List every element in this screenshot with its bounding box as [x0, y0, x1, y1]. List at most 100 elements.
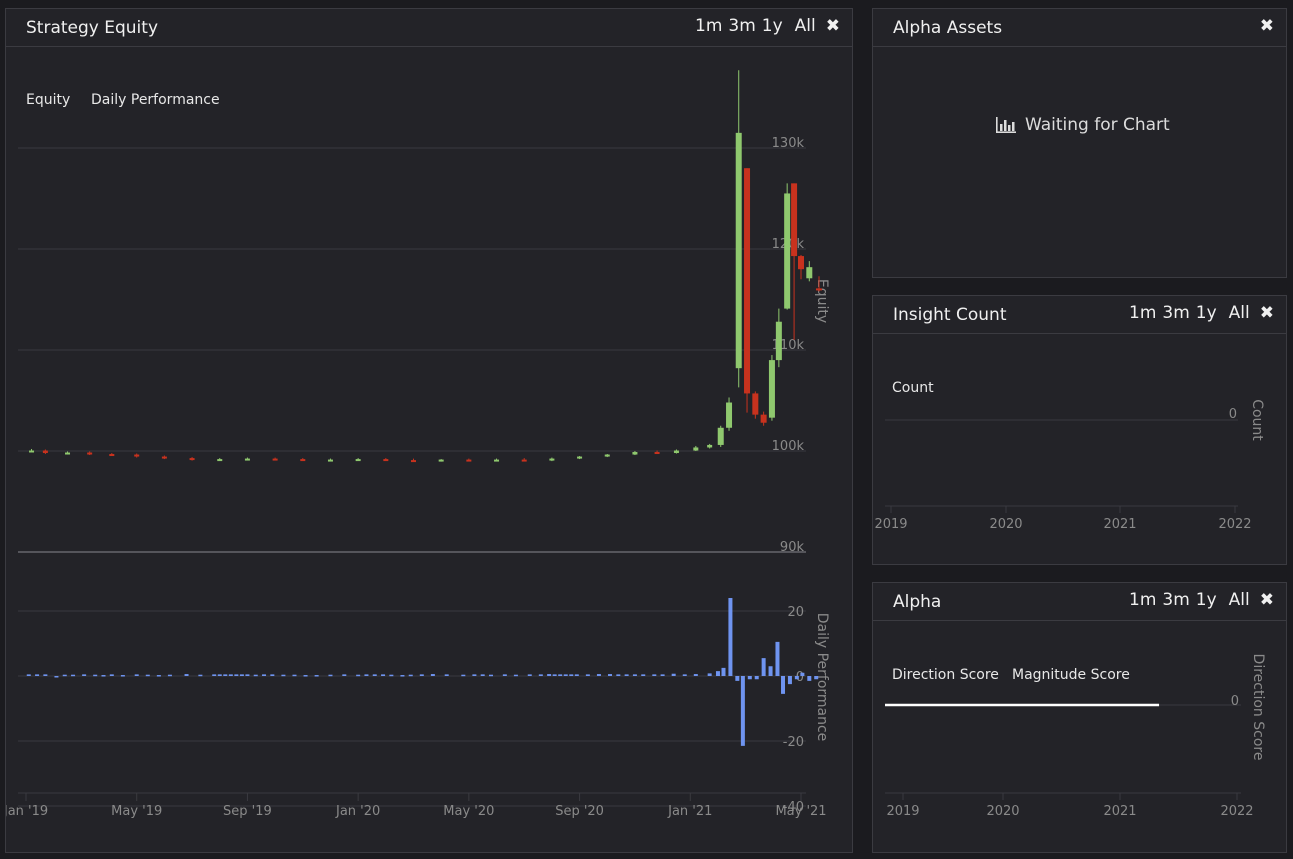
range-selector: 1m 3m 1y All ✖ [1123, 590, 1274, 610]
x-tick-label: 2021 [1103, 804, 1136, 819]
candle [134, 454, 140, 457]
performance-bar [120, 675, 125, 677]
legend-direction-score: Direction Score [892, 667, 999, 683]
candle [109, 454, 115, 457]
performance-bar [381, 674, 386, 676]
performance-bar [372, 674, 377, 676]
range-3m-button[interactable]: 3m [1162, 590, 1190, 610]
close-icon[interactable]: ✖ [825, 16, 840, 36]
range-3m-button[interactable]: 3m [1162, 303, 1190, 323]
performance-tick-label: -40 [783, 800, 804, 815]
performance-bar [239, 674, 244, 676]
performance-bar [569, 674, 574, 676]
insight-count-chart: Count 0 Count 2019 2020 2021 2022 [874, 380, 1265, 532]
range-1m-button[interactable]: 1m [1129, 303, 1157, 323]
performance-bar [43, 674, 48, 676]
strategy-equity-panel: Strategy Equity 1m 3m 1y All ✖ Equity Dai… [5, 8, 853, 853]
performance-bar [787, 676, 792, 685]
close-icon[interactable]: ✖ [1259, 16, 1274, 36]
range-1m-button[interactable]: 1m [1129, 590, 1157, 610]
alpha-panel: Alpha 1m 3m 1y All ✖ Direction Score Magn… [872, 582, 1287, 853]
bar-chart-icon [995, 116, 1017, 134]
candle [549, 458, 555, 461]
performance-bar [223, 674, 228, 676]
range-all-button[interactable]: All [794, 16, 816, 36]
candle [798, 256, 804, 270]
candle [65, 452, 71, 455]
panel-header: Strategy Equity 1m 3m 1y All ✖ [6, 9, 852, 47]
performance-bar [419, 674, 424, 676]
performance-bar [314, 675, 319, 677]
performance-bar [794, 676, 799, 680]
range-all-button[interactable]: All [1228, 303, 1250, 323]
candle [87, 452, 93, 455]
performance-bar [356, 674, 361, 677]
candle [752, 393, 759, 415]
performance-bar [109, 674, 114, 676]
range-selector: 1m 3m 1y All ✖ [689, 16, 840, 36]
performance-bar [747, 676, 752, 680]
range-1y-button[interactable]: 1y [1195, 590, 1217, 610]
range-all-button[interactable]: All [1228, 590, 1250, 610]
performance-bar [538, 674, 543, 676]
performance-bar [814, 676, 819, 680]
x-tick-label: Jan '19 [6, 804, 48, 819]
performance-bar [800, 672, 805, 676]
candle [42, 450, 48, 454]
performance-bar [552, 674, 557, 676]
candle [760, 414, 767, 423]
performance-bar [641, 674, 646, 676]
candle [327, 459, 333, 462]
panel-title: Alpha Assets [893, 18, 1003, 38]
performance-bar [682, 674, 687, 676]
performance-bar [768, 666, 773, 676]
candle [717, 427, 724, 445]
performance-bar [328, 674, 333, 677]
range-3m-button[interactable]: 3m [728, 16, 756, 36]
performance-bar [461, 674, 466, 677]
candle [355, 459, 361, 462]
x-tick-label: May '21 [775, 804, 826, 819]
panel-header: Insight Count 1m 3m 1y All ✖ [873, 296, 1286, 334]
performance-bar [728, 598, 733, 676]
candle [300, 459, 306, 462]
range-1y-button[interactable]: 1y [1195, 303, 1217, 323]
performance-bar [234, 674, 239, 676]
performance-bar [262, 674, 267, 676]
performance-bar [480, 674, 485, 676]
panel-title: Strategy Equity [26, 18, 158, 38]
close-icon[interactable]: ✖ [1259, 590, 1274, 610]
candle [189, 458, 195, 461]
performance-bar [156, 675, 161, 677]
candle [29, 450, 35, 453]
performance-bar [652, 674, 657, 676]
alpha-chart: Direction Score Magnitude Score 0 Direction… [885, 654, 1266, 819]
candle [272, 458, 278, 461]
performance-tick-label: 0 [796, 670, 804, 685]
performance-bar [608, 674, 613, 676]
panel-header: Alpha 1m 3m 1y All ✖ [873, 583, 1286, 621]
performance-bar [472, 674, 477, 676]
x-tick-label: Sep '19 [223, 804, 272, 819]
range-1m-button[interactable]: 1m [695, 16, 723, 36]
candle [693, 447, 699, 451]
close-icon[interactable]: ✖ [1259, 303, 1274, 323]
performance-bar [292, 674, 297, 677]
candle [726, 402, 733, 428]
x-tick-label: Sep '20 [555, 804, 604, 819]
legend-magnitude-score: Magnitude Score [1012, 667, 1130, 683]
performance-bar [430, 674, 435, 676]
performance-bar [26, 674, 31, 676]
performance-bar [198, 674, 203, 677]
equity-tick-label: 100k [772, 439, 805, 454]
performance-bar [721, 667, 726, 676]
performance-bar [513, 674, 518, 677]
x-tick-label: 2021 [1103, 517, 1136, 532]
range-1y-button[interactable]: 1y [761, 16, 783, 36]
x-tick-label: Jan '21 [667, 804, 712, 819]
performance-bar [303, 675, 308, 677]
performance-bar [281, 674, 286, 677]
waiting-text: Waiting for Chart [1025, 115, 1170, 135]
x-tick-label: 2020 [986, 804, 1019, 819]
legend-daily-performance: Daily Performance [91, 92, 220, 108]
